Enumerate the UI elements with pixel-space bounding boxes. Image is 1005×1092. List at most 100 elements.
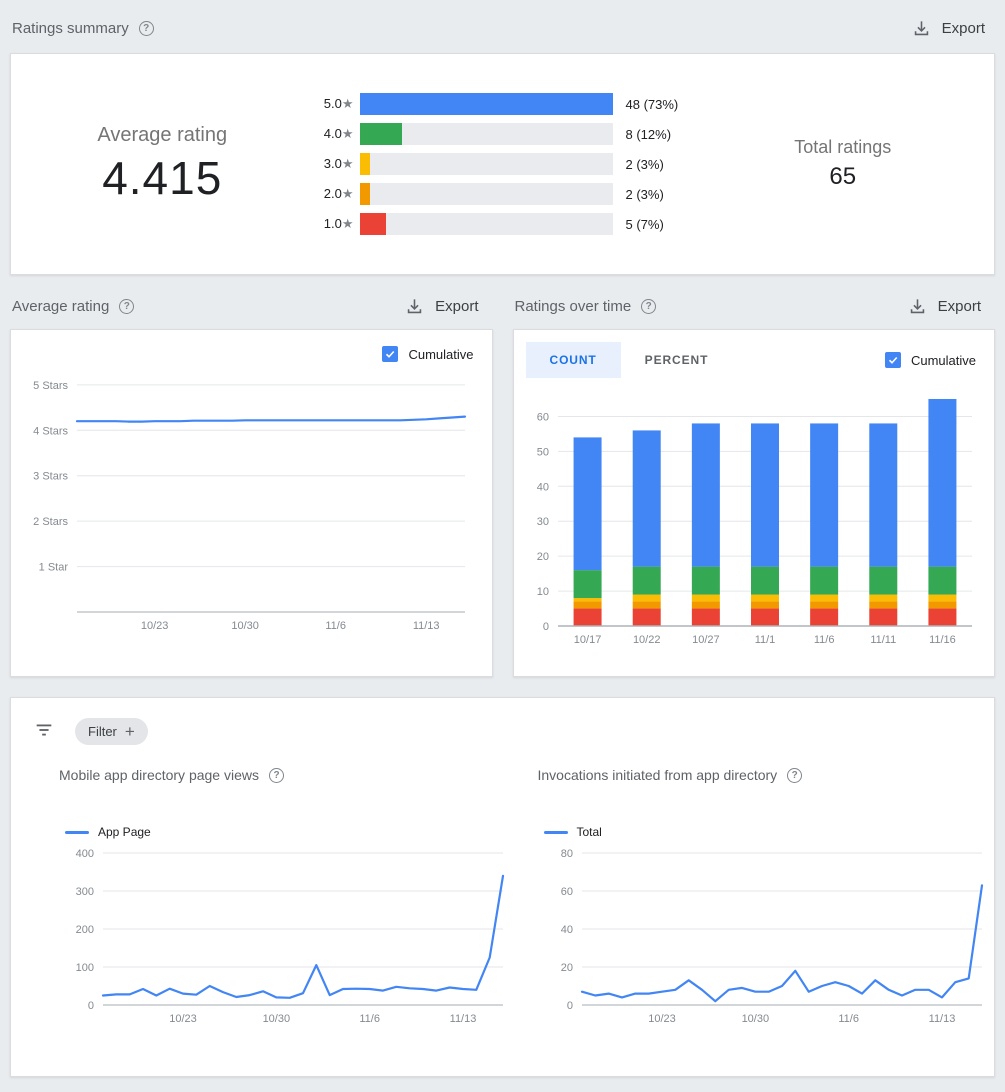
svg-text:10/30: 10/30	[231, 620, 259, 632]
help-icon[interactable]: ?	[119, 299, 135, 314]
average-rating-value: 4.415	[102, 151, 223, 204]
invocations-legend: Total	[543, 825, 985, 839]
rating-bar-track	[359, 213, 613, 235]
average-rating-block: Average rating 4.415	[11, 124, 314, 205]
svg-text:60: 60	[560, 886, 572, 898]
directory-metrics-card: Filter + Mobile app directory page views…	[10, 697, 995, 1077]
star-icon: ★	[341, 96, 354, 111]
help-icon[interactable]: ?	[269, 767, 284, 783]
svg-text:60: 60	[536, 411, 548, 423]
help-icon[interactable]: ?	[787, 767, 803, 783]
average-rating-panel-header: Average rating ? Export	[10, 279, 493, 329]
star-icon: ★	[341, 186, 354, 201]
count-percent-tabs: COUNT PERCENT	[525, 342, 733, 378]
ratings-over-time-panel-header: Ratings over time ? Export	[513, 279, 996, 329]
star-level-label: 2.0★	[323, 186, 354, 201]
rating-distribution-row: 1.0★ 5 (7%)	[314, 213, 692, 235]
svg-text:11/13: 11/13	[450, 1013, 477, 1025]
export-label: Export	[941, 20, 985, 37]
svg-text:100: 100	[76, 962, 94, 974]
rating-count-label: 48 (73%)	[625, 96, 679, 112]
star-icon: ★	[341, 126, 354, 141]
help-icon[interactable]: ?	[641, 299, 657, 314]
add-filter-chip[interactable]: Filter +	[75, 718, 148, 745]
svg-text:20: 20	[536, 551, 548, 563]
svg-text:10/23: 10/23	[169, 1013, 197, 1025]
export-button[interactable]: Export	[906, 15, 991, 42]
svg-text:10/30: 10/30	[741, 1013, 769, 1025]
download-icon	[912, 19, 931, 38]
total-ratings-value: 65	[829, 163, 857, 190]
rating-distribution-row: 4.0★ 8 (12%)	[314, 123, 692, 145]
star-icon: ★	[341, 156, 354, 171]
svg-text:0: 0	[542, 621, 548, 633]
filter-bar: Filter +	[27, 710, 984, 751]
tab-count[interactable]: COUNT	[525, 342, 621, 378]
star-level-label: 5.0★	[323, 96, 354, 111]
svg-text:0: 0	[88, 1000, 94, 1012]
page-views-legend: App Page	[65, 825, 506, 839]
ratings-over-time-panel-title: Ratings over time	[514, 298, 632, 315]
filter-list-icon[interactable]	[33, 719, 55, 744]
rating-bar-track	[359, 183, 613, 205]
rating-count-label: 2 (3%)	[625, 186, 664, 202]
star-level-label: 4.0★	[323, 126, 354, 141]
svg-text:10/17: 10/17	[573, 634, 601, 646]
ratings-over-time-bar-chart: 0 10 20 30 40 50 60 10/17 10/22 10/27 11/1 11/6 11/1…	[536, 398, 972, 646]
export-label: Export	[435, 298, 479, 315]
page-title: Ratings summary	[12, 20, 129, 37]
cumulative-checkbox[interactable]	[884, 352, 901, 368]
cumulative-label: Cumulative	[408, 346, 474, 362]
rating-count-label: 8 (12%)	[625, 126, 672, 142]
star-level-label: 1.0★	[323, 216, 354, 231]
rating-distribution: 5.0★ 48 (73%) 4.0★ 8 (12%) 3.0★ 2 (3%) 2.0★ 2 (…	[314, 85, 692, 243]
rating-bar-track	[359, 153, 613, 175]
ratings-over-time-chart-card: COUNT PERCENT Cumulative 0 10 20 30 40 50 60 10/…	[512, 329, 995, 677]
download-icon	[405, 297, 424, 316]
star-level-label: 3.0★	[323, 156, 354, 171]
rating-bar-fill	[359, 183, 371, 205]
ratings-summary-card: Average rating 4.415 5.0★ 48 (73%) 4.0★ 8 (…	[10, 53, 995, 275]
plus-icon: +	[124, 722, 135, 741]
line-swatch-icon	[543, 830, 568, 834]
rating-distribution-row: 5.0★ 48 (73%)	[314, 93, 692, 115]
svg-text:10/23: 10/23	[648, 1013, 676, 1025]
average-rating-panel: Average rating ? Export Cumulative 5 Sta…	[10, 279, 493, 677]
svg-text:11/13: 11/13	[928, 1013, 955, 1025]
legend-label: App Page	[98, 825, 151, 839]
ratings-over-time-panel: Ratings over time ? Export COUNT PERCENT	[512, 279, 996, 677]
tab-percent[interactable]: PERCENT	[621, 342, 733, 378]
ratings-summary-header: Ratings summary ? Export	[0, 0, 1005, 53]
legend-label: Total	[576, 825, 602, 839]
svg-text:3 Stars: 3 Stars	[33, 471, 68, 483]
total-ratings-block: Total ratings 65	[692, 137, 995, 191]
export-button[interactable]: Export	[902, 293, 987, 320]
svg-text:10/23: 10/23	[141, 620, 169, 632]
cumulative-checkbox[interactable]	[382, 346, 399, 362]
download-icon	[908, 297, 927, 316]
rating-bar-fill	[359, 93, 613, 115]
rating-distribution-row: 3.0★ 2 (3%)	[314, 153, 692, 175]
svg-text:10/22: 10/22	[632, 634, 660, 646]
svg-text:400: 400	[76, 848, 94, 860]
rating-bar-fill	[359, 213, 386, 235]
svg-text:11/6: 11/6	[359, 1013, 380, 1025]
svg-text:30: 30	[536, 516, 548, 528]
svg-text:40: 40	[536, 481, 548, 493]
svg-text:5 Stars: 5 Stars	[33, 380, 68, 392]
export-button[interactable]: Export	[399, 293, 484, 320]
svg-text:11/16: 11/16	[929, 634, 956, 646]
page-views-title: Mobile app directory page views	[59, 767, 259, 783]
svg-text:10/27: 10/27	[692, 634, 720, 646]
page-views-line-chart: 0 100 200 300 400 10/23 10/30 11/6 11/13	[76, 848, 505, 1025]
svg-text:300: 300	[76, 886, 94, 898]
average-rating-line-chart: 5 Stars 4 Stars 3 Stars 2 Stars 1 Star 10/23 1…	[33, 380, 467, 632]
svg-text:10: 10	[536, 586, 548, 598]
svg-text:40: 40	[560, 924, 572, 936]
page-views-panel: Mobile app directory page views ? App Pa…	[27, 767, 506, 1044]
invocations-panel: Invocations initiated from app directory…	[506, 767, 985, 1044]
rating-bar-track	[359, 93, 613, 115]
help-icon[interactable]: ?	[138, 21, 154, 36]
svg-text:11/13: 11/13	[413, 620, 440, 632]
svg-text:50: 50	[536, 446, 548, 458]
